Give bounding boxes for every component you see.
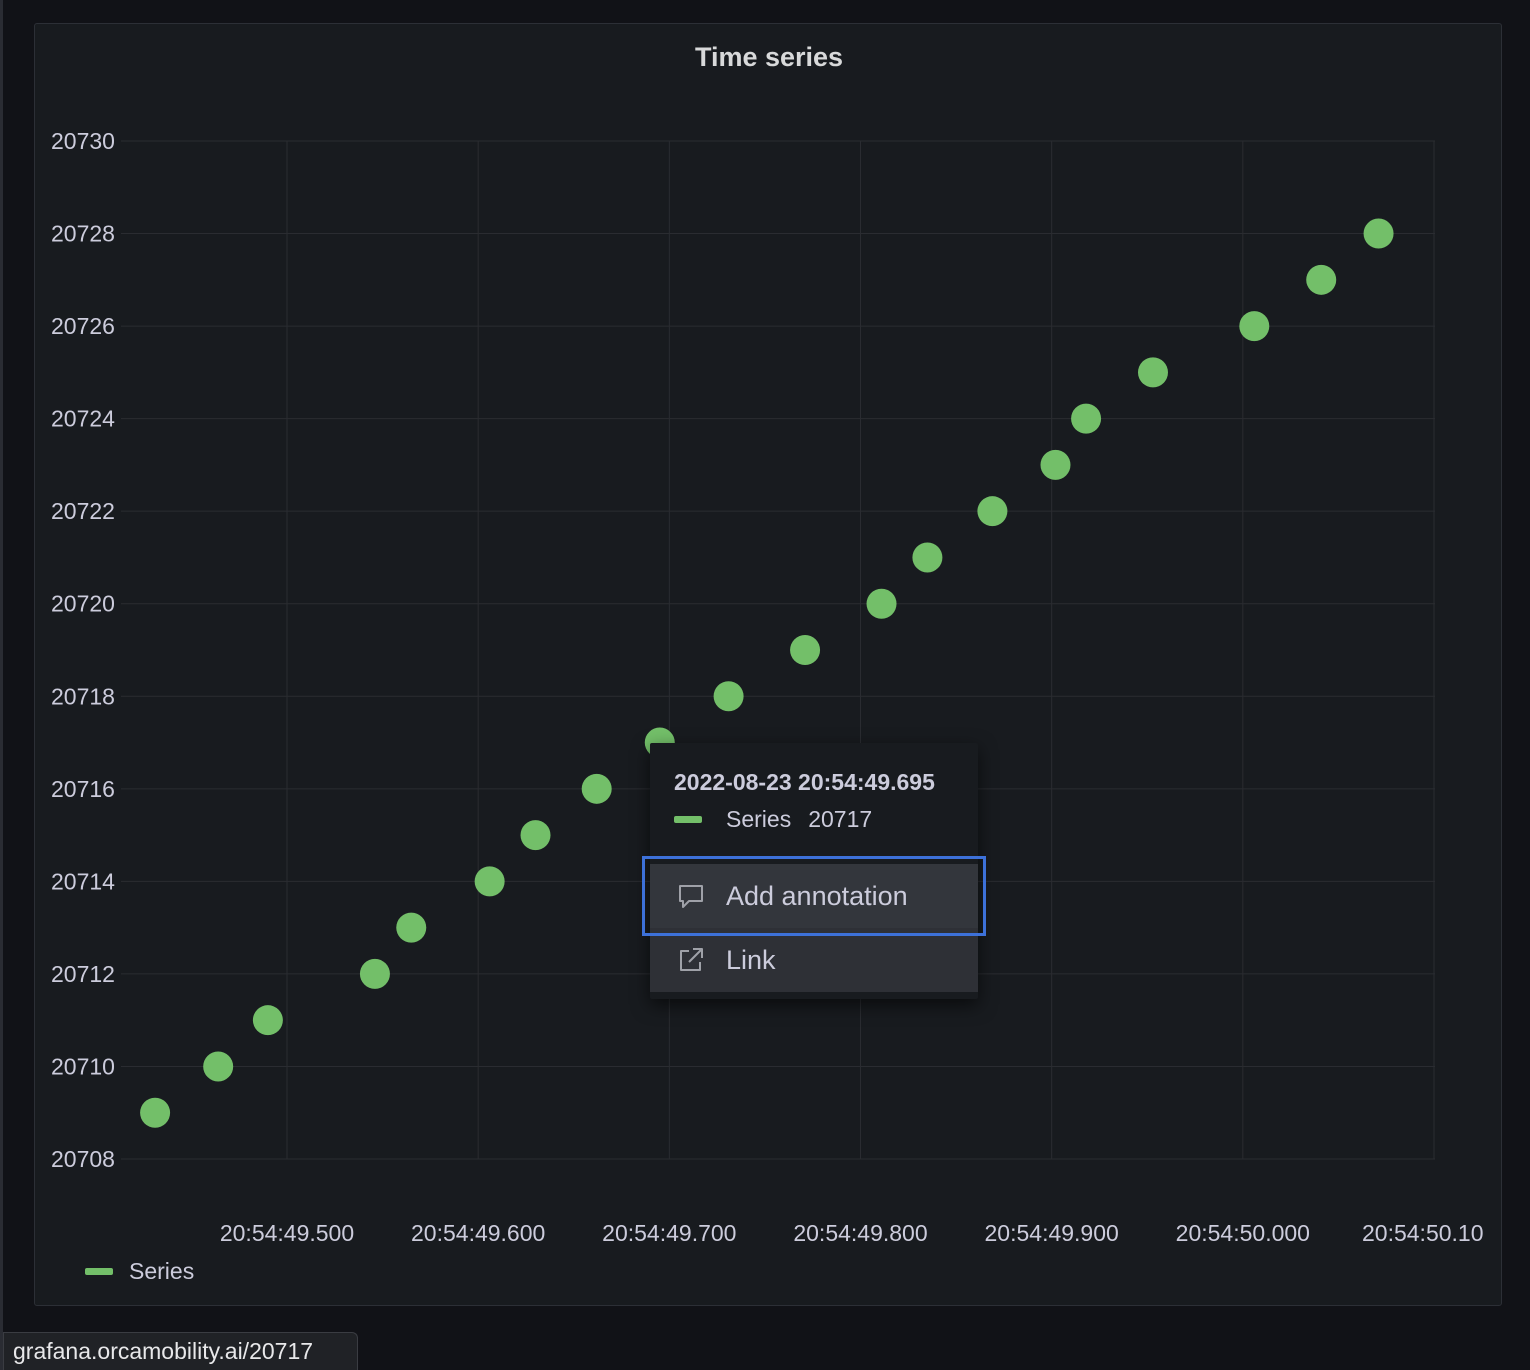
x-tick-label: 20:54:49.800 bbox=[793, 1220, 927, 1246]
series-points bbox=[140, 218, 1394, 1128]
data-point[interactable] bbox=[713, 681, 744, 712]
legend-swatch bbox=[85, 1268, 113, 1275]
y-tick-label: 20718 bbox=[51, 683, 115, 709]
data-point[interactable] bbox=[912, 542, 943, 573]
y-tick-label: 20730 bbox=[51, 128, 115, 154]
data-point[interactable] bbox=[520, 820, 551, 851]
x-tick-label: 20:54:49.700 bbox=[602, 1220, 736, 1246]
data-point[interactable] bbox=[1363, 218, 1394, 249]
tooltip-series-row: Series 20717 bbox=[674, 806, 872, 833]
y-axis: 20730 20728 20726 20724 20722 20720 20718 20716… bbox=[51, 128, 115, 1172]
time-series-panel: Time series 20730 20728 20726 20724 20722 207… bbox=[34, 23, 1502, 1306]
hover-tooltip: 2022-08-23 20:54:49.695 Series 20717 Add… bbox=[642, 743, 986, 999]
tooltip-series-value: 20717 bbox=[808, 806, 873, 832]
x-axis: 20:54:49.500 20:54:49.600 20:54:49.700 20:5… bbox=[220, 1220, 1484, 1246]
status-url-text: grafana.orcamobility.ai/20717 bbox=[13, 1338, 314, 1364]
chart-legend: Series bbox=[85, 1258, 194, 1285]
tooltip-context-menu: Add annotation Link bbox=[642, 856, 986, 992]
data-point[interactable] bbox=[474, 866, 505, 897]
data-point[interactable] bbox=[203, 1051, 234, 1082]
data-point[interactable] bbox=[252, 1005, 283, 1036]
tooltip-timestamp: 2022-08-23 20:54:49.695 bbox=[674, 769, 935, 795]
data-point[interactable] bbox=[1040, 449, 1071, 480]
x-tick-label: 20:54:50.10 bbox=[1362, 1220, 1484, 1246]
data-point[interactable] bbox=[359, 958, 390, 989]
data-point[interactable] bbox=[1071, 403, 1102, 434]
y-tick-label: 20724 bbox=[51, 406, 115, 432]
data-point[interactable] bbox=[1239, 311, 1270, 342]
data-point[interactable] bbox=[866, 588, 897, 619]
y-tick-label: 20710 bbox=[51, 1053, 115, 1079]
data-point[interactable] bbox=[1306, 264, 1337, 295]
comment-icon bbox=[676, 881, 706, 911]
y-tick-label: 20720 bbox=[51, 591, 115, 617]
data-point[interactable] bbox=[977, 496, 1008, 527]
y-tick-label: 20714 bbox=[51, 868, 115, 894]
y-tick-label: 20722 bbox=[51, 498, 115, 524]
x-tick-label: 20:54:49.900 bbox=[985, 1220, 1119, 1246]
x-tick-label: 20:54:49.500 bbox=[220, 1220, 354, 1246]
data-point[interactable] bbox=[140, 1097, 171, 1128]
panel-title[interactable]: Time series bbox=[694, 42, 844, 72]
data-point[interactable] bbox=[581, 773, 612, 804]
x-tick-label: 20:54:49.600 bbox=[411, 1220, 545, 1246]
external-link-icon bbox=[676, 945, 706, 975]
data-point[interactable] bbox=[396, 912, 427, 943]
data-point[interactable] bbox=[1137, 357, 1168, 388]
add-annotation-menu-item[interactable]: Add annotation bbox=[642, 856, 986, 936]
legend-item-series[interactable]: Series bbox=[129, 1258, 195, 1284]
window-edge bbox=[0, 0, 3, 1370]
tooltip-series-swatch bbox=[674, 816, 702, 823]
time-series-chart[interactable]: 20730 20728 20726 20724 20722 20720 20718 20716… bbox=[35, 24, 1503, 1307]
y-tick-label: 20712 bbox=[51, 961, 115, 987]
add-annotation-label: Add annotation bbox=[726, 880, 908, 911]
link-label: Link bbox=[726, 944, 776, 975]
y-tick-label: 20728 bbox=[51, 221, 115, 247]
tooltip-series-name: Series bbox=[726, 806, 792, 832]
y-tick-label: 20708 bbox=[51, 1146, 115, 1172]
y-tick-label: 20716 bbox=[51, 776, 115, 802]
data-point[interactable] bbox=[790, 635, 821, 665]
status-bar-url: grafana.orcamobility.ai/20717 bbox=[3, 1332, 358, 1370]
y-tick-label: 20726 bbox=[51, 313, 115, 339]
x-tick-label: 20:54:50.000 bbox=[1176, 1220, 1310, 1246]
chart-grid bbox=[121, 140, 1435, 1160]
link-menu-item[interactable]: Link bbox=[650, 928, 978, 992]
